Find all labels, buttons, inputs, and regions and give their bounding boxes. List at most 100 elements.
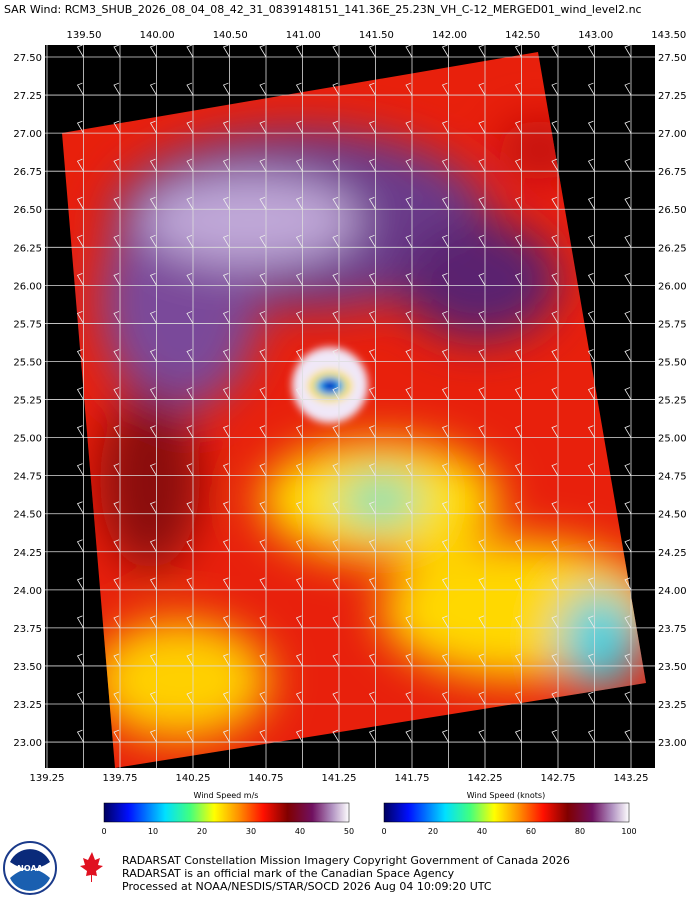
wind-barb [113, 82, 121, 96]
lon-label: 143.25 [614, 773, 649, 784]
lat-label: 25.75 [13, 319, 42, 330]
wind-barb [149, 463, 157, 476]
wind-barb [368, 44, 376, 58]
wind-barb [405, 653, 413, 667]
wind-barb [551, 272, 559, 286]
wind-barb [405, 577, 413, 591]
lat-label: 26.50 [13, 205, 42, 216]
wind-barb [76, 120, 84, 134]
wind-barb [441, 158, 449, 172]
wind-barb [295, 158, 303, 172]
noaa-logo: NOAA [3, 841, 57, 895]
lat-label: 26.50 [658, 205, 687, 216]
wind-barb [514, 272, 522, 286]
wind-barb [186, 272, 194, 286]
wind-barb [441, 349, 449, 362]
wind-barb [551, 501, 559, 514]
wind-barb [478, 158, 486, 172]
wind-barb [113, 311, 121, 324]
wind-barb [405, 615, 413, 629]
wind-barb [259, 272, 267, 286]
wind-barb [514, 120, 522, 134]
colorbar-tick-label: 60 [526, 827, 536, 836]
wind-barb [478, 196, 486, 210]
wind-barb [587, 653, 595, 667]
footer-line: Processed at NOAA/NESDIS/STAR/SOCD 2026 … [122, 880, 492, 893]
wind-barb [295, 44, 303, 58]
wind-barb [332, 311, 340, 324]
lon-label: 140.50 [213, 30, 248, 41]
wind-barb [149, 387, 157, 400]
wind-barb [441, 577, 449, 591]
wind-barb [405, 196, 413, 210]
wind-barb [149, 729, 157, 743]
wind-barb [259, 158, 267, 172]
wind-barb [587, 44, 595, 58]
wind-barb [222, 729, 230, 743]
lat-label: 24.50 [13, 510, 42, 521]
wind-barb [405, 234, 413, 248]
wind-barb [113, 349, 121, 362]
wind-barb [259, 691, 267, 705]
wind-barb [76, 729, 84, 743]
wind-barb [551, 120, 559, 134]
lat-label: 26.25 [658, 243, 687, 254]
wind-barb [624, 158, 632, 172]
wind-barb [368, 539, 376, 552]
wind-barb [624, 196, 632, 210]
wind-barb [587, 501, 595, 514]
wind-barb [332, 539, 340, 552]
wind-barb [295, 577, 303, 591]
wind-barb [587, 463, 595, 476]
wind-barb [222, 501, 230, 514]
wind-barb [259, 577, 267, 591]
lat-label: 26.00 [13, 281, 42, 292]
wind-barb [551, 463, 559, 476]
wind-barb [441, 44, 449, 58]
lat-label: 27.00 [13, 129, 42, 140]
wind-barb [514, 196, 522, 210]
lon-label: 142.75 [541, 773, 576, 784]
wind-barb [624, 120, 632, 134]
wind-barb [441, 120, 449, 134]
wind-barb [624, 615, 632, 629]
lat-label: 24.75 [13, 472, 42, 483]
lon-label: 140.25 [176, 773, 211, 784]
wind-barb [514, 82, 522, 96]
lat-label: 26.25 [13, 243, 42, 254]
wind-barb [186, 691, 194, 705]
wind-barb [149, 272, 157, 286]
wind-barb [514, 539, 522, 552]
wind-barb [259, 44, 267, 58]
lat-label: 23.25 [13, 700, 42, 711]
wind-barb [441, 691, 449, 705]
wind-barb [551, 44, 559, 58]
wind-barb [222, 463, 230, 476]
lat-label: 25.25 [658, 396, 687, 407]
wind-barb [259, 120, 267, 134]
wind-barb [441, 272, 449, 286]
wind-barb [149, 158, 157, 172]
wind-barb [149, 501, 157, 514]
wind-barb [149, 311, 157, 324]
wind-barb [76, 44, 84, 58]
wind-barb [368, 196, 376, 210]
wind-barb [332, 615, 340, 629]
wind-barb [295, 82, 303, 96]
wind-barb [405, 44, 413, 58]
wind-barb [186, 234, 194, 248]
wind-barb [76, 653, 84, 667]
colorbar-tick-label: 30 [246, 827, 256, 836]
wind-barb [551, 196, 559, 210]
colorbar-tick-label: 10 [148, 827, 158, 836]
wind-barb [222, 691, 230, 705]
wind-barb [478, 539, 486, 552]
lat-label: 25.50 [658, 357, 687, 368]
lat-label: 27.50 [658, 53, 687, 64]
wind-barb [295, 272, 303, 286]
lon-label: 141.75 [395, 773, 430, 784]
wind-barb [624, 729, 632, 743]
wind-barb [295, 691, 303, 705]
wind-barb [259, 349, 267, 362]
